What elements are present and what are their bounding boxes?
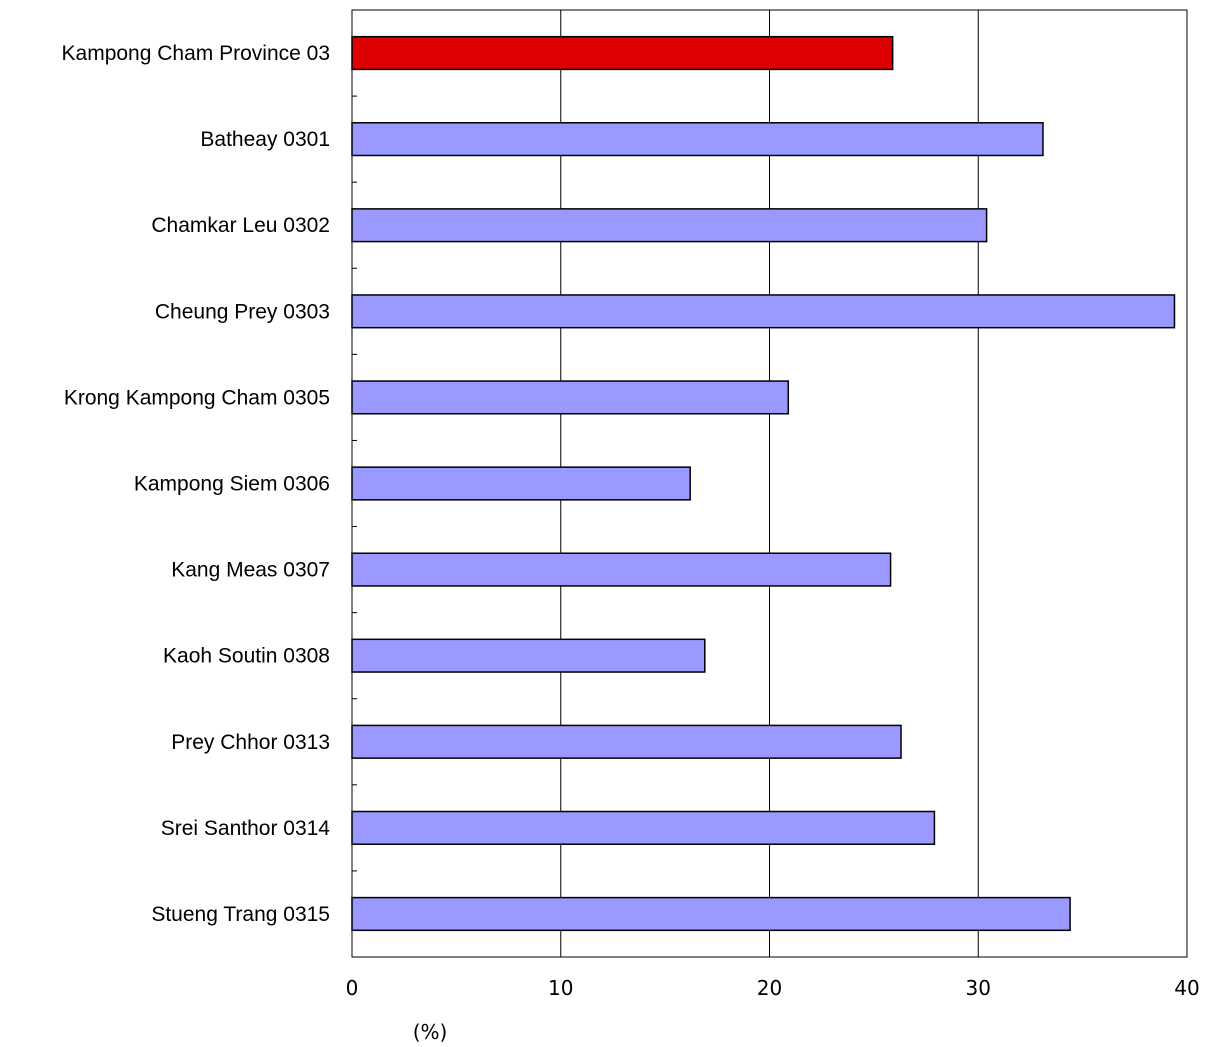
bar: [351, 552, 892, 587]
bar: [351, 294, 1176, 329]
x-tick-label: 10: [548, 976, 573, 1000]
x-axis-unit-label: (%): [413, 1020, 448, 1044]
bar: [351, 810, 936, 845]
bar: [351, 724, 902, 759]
bar: [351, 638, 706, 673]
bar: [351, 380, 790, 415]
category-label: Stueng Trang 0315: [151, 903, 330, 926]
category-label: Cheung Prey 0303: [155, 300, 330, 323]
category-label: Chamkar Leu 0302: [151, 214, 330, 237]
category-label: Krong Kampong Cham 0305: [64, 386, 330, 409]
x-tick-label: 20: [757, 976, 782, 1000]
category-label: Kang Meas 0307: [171, 559, 330, 582]
bars: [351, 35, 1176, 932]
bar: [351, 466, 691, 501]
bar-highlight: [351, 35, 894, 71]
category-label: Kampong Cham Province 03: [62, 42, 330, 65]
plot-area-frame: [351, 9, 1188, 958]
bar: [351, 122, 1044, 157]
category-label: Kaoh Soutin 0308: [163, 645, 330, 668]
x-tick-label: 30: [966, 976, 991, 1000]
axes: [351, 9, 1188, 958]
bar: [351, 208, 988, 243]
bar: [351, 896, 1071, 932]
category-label: Batheay 0301: [200, 128, 330, 151]
category-labels: Kampong Cham Province 03 Batheay 0301 Cham…: [62, 42, 331, 926]
category-label: Kampong Siem 0306: [134, 473, 330, 496]
category-label: Srei Santhor 0314: [161, 817, 331, 840]
x-tick-label: 0: [346, 976, 359, 1000]
category-label: Prey Chhor 0313: [171, 731, 330, 754]
x-tick-label: 40: [1174, 976, 1199, 1000]
x-tick-labels: 0 10 20 30 40: [346, 976, 1200, 1000]
